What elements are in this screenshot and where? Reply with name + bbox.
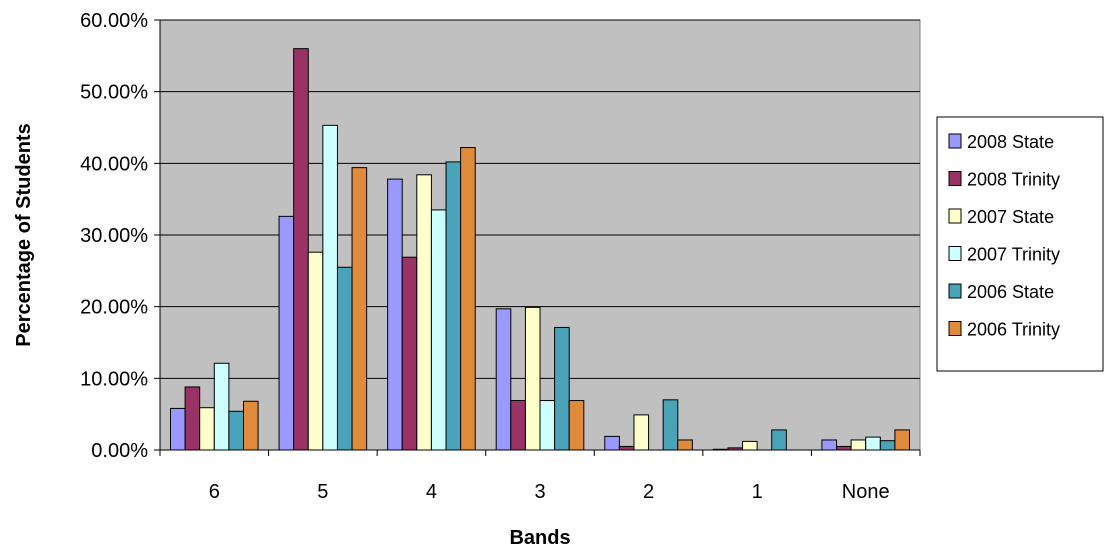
- bar-2006-trinity-3: [568, 400, 585, 451]
- bar-2006-state-6: [228, 410, 244, 451]
- bar-2007-state-6: [199, 407, 215, 451]
- bar-2006-state-5: [336, 266, 353, 451]
- bar-2007-trinity-3: [539, 400, 556, 451]
- x-axis-title: Bands: [509, 527, 570, 549]
- bar-2006-state-3: [554, 326, 570, 451]
- y-tick-label: 0.00%: [91, 440, 148, 462]
- legend-swatch: [948, 133, 962, 149]
- bar-2006-state-none: [879, 440, 896, 451]
- bar-2006-state-1: [771, 429, 787, 451]
- bar-2008-trinity-5: [293, 48, 309, 451]
- bar-2008-state-none: [821, 439, 838, 451]
- y-tick-label: 50.00%: [80, 82, 148, 104]
- legend-swatch: [948, 171, 962, 186]
- legend-label: 2007 State: [967, 207, 1054, 227]
- y-tick-label: 10.00%: [80, 368, 148, 390]
- y-tick-label: 60.00%: [80, 10, 148, 32]
- bars: [169, 48, 911, 451]
- bar-2007-trinity-none: [865, 436, 881, 451]
- bar-2007-trinity-4: [430, 209, 447, 451]
- x-tick-labels: 6 5 4 3 2 1 None: [209, 481, 890, 503]
- legend-swatch: [948, 283, 962, 299]
- y-tick-label: 40.00%: [80, 153, 148, 175]
- bar-2008-state-5: [278, 215, 295, 451]
- bar-2008-trinity-6: [184, 386, 201, 451]
- legend-box: [936, 116, 1104, 372]
- x-tick-label: 5: [317, 481, 328, 503]
- legend-label: 2008 Trinity: [967, 170, 1060, 190]
- bar-2006-trinity-2: [677, 439, 693, 451]
- bar-2006-state-4: [445, 161, 462, 451]
- bar-2007-state-none: [850, 439, 867, 451]
- legend-swatch: [948, 208, 962, 224]
- x-tick-label: 2: [643, 481, 654, 503]
- bar-2007-trinity-5: [322, 124, 338, 451]
- bar-2006-trinity-none: [894, 429, 911, 451]
- x-tick-label: None: [842, 481, 890, 503]
- bar-2007-state-3: [524, 306, 541, 451]
- bar-2006-trinity-6: [242, 400, 259, 451]
- legend-label: 2007 Trinity: [967, 245, 1060, 265]
- bar-2008-state-3: [495, 308, 512, 451]
- y-tick-labels: 0.00% 10.00% 20.00% 30.00% 40.00% 50.00% 60.00…: [80, 10, 148, 462]
- y-tick-label: 20.00%: [80, 297, 148, 319]
- y-axis-title: Percentage of Students: [13, 123, 35, 346]
- axes: [154, 19, 921, 456]
- bar-2007-state-5: [307, 251, 324, 451]
- bar-2008-trinity-none: [836, 445, 852, 451]
- bar-2006-trinity-4: [460, 147, 476, 451]
- y-tick-label: 30.00%: [80, 225, 148, 247]
- bar-2007-state-1: [742, 440, 758, 451]
- bar-2008-state-2: [604, 435, 620, 451]
- bar-2006-state-2: [662, 399, 679, 451]
- x-tick-label: 4: [426, 481, 437, 503]
- bar-2008-trinity-4: [401, 256, 418, 451]
- bar-2007-state-4: [416, 174, 432, 451]
- x-tick-label: 1: [752, 481, 763, 503]
- bar-2008-trinity-2: [618, 445, 635, 451]
- legend-label: 2006 State: [967, 282, 1054, 302]
- bar-2007-state-2: [633, 414, 650, 451]
- legend-swatch: [948, 246, 962, 261]
- bar-2008-trinity-3: [510, 400, 526, 451]
- bar-2006-trinity-5: [351, 167, 368, 451]
- x-tick-label: 3: [534, 481, 545, 503]
- legend-label: 2008 State: [967, 132, 1054, 152]
- legend-swatch: [948, 321, 962, 336]
- legend: 2008 State 2008 Trinity 2007 State 2007 Tri…: [936, 116, 1104, 372]
- legend-label: 2006 Trinity: [967, 320, 1060, 340]
- bar-2008-state-6: [169, 407, 186, 451]
- bar-2007-trinity-6: [213, 362, 230, 451]
- bar-2008-state-4: [387, 178, 403, 451]
- x-tick-label: 6: [209, 481, 220, 503]
